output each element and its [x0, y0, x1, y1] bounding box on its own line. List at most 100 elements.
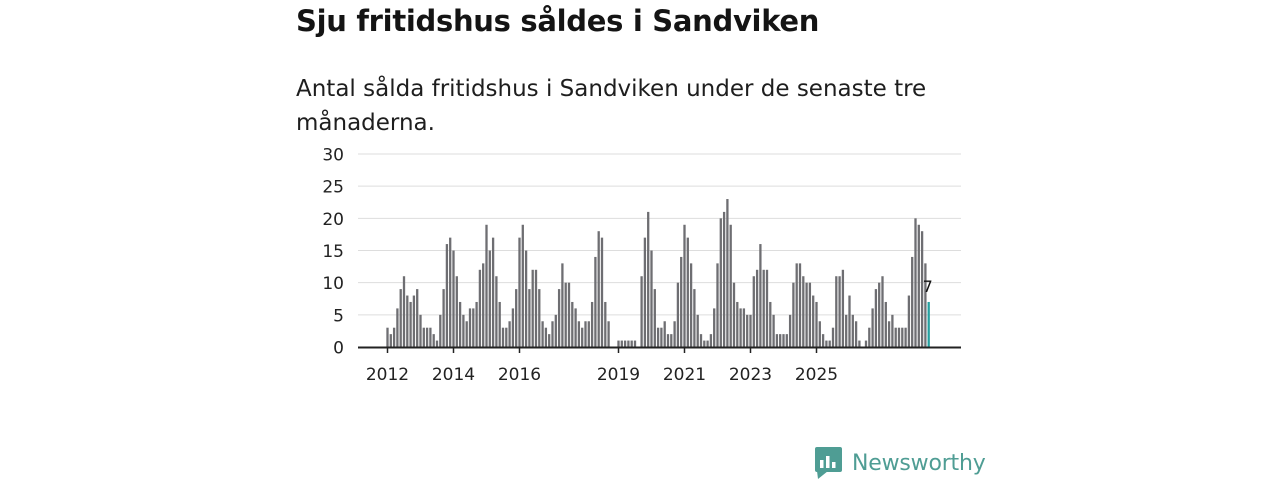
- bar: [785, 334, 788, 347]
- bar: [607, 321, 610, 347]
- bar: [574, 308, 577, 347]
- bar: [792, 282, 795, 347]
- bar: [643, 237, 647, 347]
- bar: [478, 269, 482, 347]
- bar: [439, 314, 442, 347]
- bar: [429, 327, 432, 347]
- bar: [488, 250, 491, 347]
- bar: [878, 282, 881, 347]
- bar: [825, 340, 828, 347]
- bar: [920, 231, 924, 347]
- bar: [564, 282, 567, 347]
- bar: [713, 308, 716, 347]
- bar: [868, 327, 871, 347]
- y-tick-label: 15: [322, 242, 344, 262]
- bar: [891, 314, 894, 347]
- bar: [772, 314, 775, 347]
- bar: [755, 269, 759, 347]
- bar: [452, 250, 455, 347]
- bar: [505, 327, 508, 347]
- bar: [455, 276, 458, 347]
- bar: [904, 327, 907, 347]
- bar: [561, 263, 564, 347]
- bar: [396, 308, 399, 347]
- bar: [472, 308, 475, 347]
- bar: [831, 327, 835, 347]
- bar: [412, 295, 416, 347]
- bar: [881, 276, 884, 347]
- bar: [841, 269, 845, 347]
- bar: [518, 237, 521, 347]
- bar: [914, 218, 917, 347]
- bar: [812, 295, 815, 347]
- bar: [475, 301, 478, 347]
- bar: [491, 237, 495, 347]
- last-value-label: 7: [923, 277, 933, 296]
- bar: [686, 237, 689, 347]
- bar: [567, 282, 571, 347]
- bar: [389, 334, 392, 347]
- bar-chart-speech-bubble-icon: [815, 447, 842, 479]
- bar: [392, 327, 396, 347]
- newsworthy-logo: Newsworthy: [814, 446, 986, 480]
- bar: [623, 340, 627, 347]
- bar: [524, 250, 528, 347]
- bar: [795, 263, 798, 347]
- bar: [680, 256, 683, 347]
- y-tick-label: 25: [322, 178, 344, 198]
- bar: [604, 301, 607, 347]
- bar: [584, 321, 587, 347]
- bar: [729, 224, 732, 347]
- bar: [736, 301, 739, 347]
- bar: [511, 308, 515, 347]
- x-tick-label: 2012: [366, 365, 409, 385]
- bar: [835, 276, 838, 347]
- bar: [485, 224, 488, 347]
- x-tick-label: 2025: [795, 365, 838, 385]
- bar: [901, 327, 904, 347]
- bar: [419, 314, 422, 347]
- x-tick-label: 2023: [729, 365, 772, 385]
- bar: [650, 250, 653, 347]
- bar: [630, 340, 633, 347]
- bar: [709, 334, 713, 347]
- bar: [462, 314, 465, 347]
- bar: [689, 263, 693, 347]
- bar: [531, 269, 534, 347]
- bar: [647, 211, 650, 347]
- bar: [482, 263, 485, 347]
- bar: [683, 224, 686, 347]
- y-tick-label: 30: [322, 146, 344, 166]
- bar: [815, 301, 818, 347]
- bar: [788, 314, 792, 347]
- bar: [386, 327, 389, 347]
- bar: [548, 334, 551, 347]
- bar: [782, 334, 785, 347]
- bar: [538, 289, 541, 347]
- bar: [620, 340, 623, 347]
- bar: [663, 321, 666, 347]
- bar: [765, 269, 769, 347]
- bar: [409, 301, 412, 347]
- bar: [699, 334, 703, 347]
- bar: [722, 211, 726, 347]
- bar: [458, 301, 462, 347]
- bar: [406, 295, 409, 347]
- bar: [808, 282, 812, 347]
- chart-subtitle: Antal sålda fritidshus i Sandviken under…: [296, 76, 927, 136]
- bar: [571, 301, 574, 347]
- bar: [581, 327, 584, 347]
- y-tick-label: 5: [333, 306, 344, 326]
- bar: [907, 295, 911, 347]
- bar: [828, 340, 831, 347]
- bar: [666, 334, 670, 347]
- bar: [802, 276, 805, 347]
- bar: [590, 301, 594, 347]
- bar: [422, 327, 425, 347]
- bar: [871, 308, 874, 347]
- bar: [551, 321, 554, 347]
- bar: [746, 314, 749, 347]
- bar: [845, 314, 848, 347]
- bar: [594, 256, 597, 347]
